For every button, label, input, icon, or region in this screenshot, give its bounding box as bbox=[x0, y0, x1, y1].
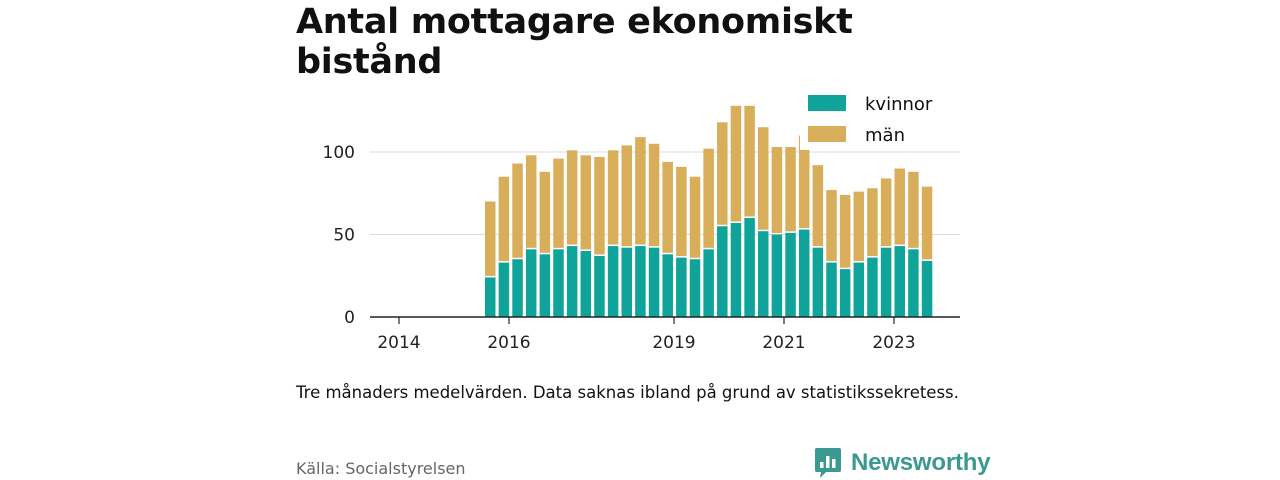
bar-kvinnor bbox=[894, 246, 905, 317]
bar-man bbox=[607, 150, 619, 245]
bar-kvinnor bbox=[553, 249, 564, 317]
bar-man bbox=[812, 165, 824, 247]
brand-name: Newsworthy bbox=[851, 449, 991, 476]
bar-kvinnor bbox=[880, 247, 892, 317]
bar-man bbox=[648, 143, 660, 247]
bar-kvinnor bbox=[594, 255, 605, 317]
bar-kvinnor bbox=[485, 277, 496, 317]
x-tick-label: 2023 bbox=[872, 333, 915, 353]
bar-man bbox=[703, 148, 714, 248]
bar-kvinnor bbox=[758, 231, 769, 317]
legend-swatch-man bbox=[808, 126, 846, 142]
legend-swatch-kvinnor bbox=[808, 95, 846, 111]
bar-man bbox=[798, 135, 810, 229]
bar-kvinnor bbox=[607, 246, 619, 317]
bar-man bbox=[594, 156, 605, 255]
x-tick-label: 2016 bbox=[487, 333, 530, 353]
bar-man bbox=[525, 155, 537, 248]
bar-man bbox=[771, 147, 783, 233]
bar-kvinnor bbox=[798, 229, 810, 317]
y-tick-label: 100 bbox=[323, 143, 355, 163]
bar-man bbox=[689, 176, 701, 258]
bar-man bbox=[785, 147, 796, 232]
legend-label: män bbox=[865, 125, 905, 146]
bar-kvinnor bbox=[662, 254, 673, 317]
bar-kvinnor bbox=[867, 257, 878, 317]
x-axis-ticks: 2014 2016 2019 2021 2023 bbox=[377, 317, 916, 353]
bar-man bbox=[485, 201, 496, 276]
bar-man bbox=[867, 188, 878, 257]
bar-man bbox=[853, 191, 865, 262]
bar-kvinnor bbox=[853, 262, 865, 317]
x-tick-label: 2019 bbox=[652, 333, 695, 353]
bar-man bbox=[539, 171, 551, 253]
bar-kvinnor bbox=[839, 269, 851, 317]
bar-stacks bbox=[485, 105, 933, 317]
bar-kvinnor bbox=[785, 232, 796, 317]
bar-chart-icon bbox=[815, 448, 841, 478]
bar-kvinnor bbox=[525, 249, 537, 317]
bar-man bbox=[758, 127, 769, 230]
legend-label: kvinnor bbox=[865, 94, 933, 115]
bar-kvinnor bbox=[621, 247, 632, 317]
bar-kvinnor bbox=[566, 246, 578, 317]
bar-kvinnor bbox=[908, 249, 919, 317]
bar-man bbox=[717, 122, 728, 225]
newsworthy-logo: Newsworthy bbox=[814, 446, 991, 480]
bar-man bbox=[498, 176, 510, 262]
bar-man bbox=[908, 171, 919, 248]
bar-man bbox=[580, 155, 592, 250]
bar-man bbox=[621, 145, 632, 247]
bar-man bbox=[662, 161, 673, 253]
bar-kvinnor bbox=[744, 218, 755, 317]
bar-man bbox=[744, 105, 755, 217]
bar-kvinnor bbox=[826, 262, 837, 317]
bar-man bbox=[553, 158, 564, 248]
bar-man bbox=[635, 137, 646, 245]
bar-kvinnor bbox=[812, 247, 824, 317]
bar-kvinnor bbox=[539, 254, 551, 317]
legend: kvinnor män bbox=[800, 88, 950, 150]
bar-kvinnor bbox=[512, 259, 523, 317]
bar-kvinnor bbox=[689, 259, 701, 317]
bar-kvinnor bbox=[635, 246, 646, 317]
bar-kvinnor bbox=[921, 260, 933, 317]
bar-man bbox=[839, 194, 851, 268]
bar-kvinnor bbox=[580, 251, 592, 317]
bar-kvinnor bbox=[498, 262, 510, 317]
y-tick-label: 50 bbox=[333, 226, 355, 246]
bar-kvinnor bbox=[771, 234, 783, 317]
chart-plot: 0 50 100 2014 2016 2019 2021 2023 kvinnor män bbox=[322, 88, 960, 353]
bar-man bbox=[921, 186, 933, 260]
bar-man bbox=[730, 105, 742, 222]
bar-kvinnor bbox=[648, 247, 660, 317]
bar-man bbox=[826, 189, 837, 262]
bar-man bbox=[676, 166, 687, 257]
bar-man bbox=[894, 168, 905, 245]
y-axis-ticks: 0 50 100 bbox=[323, 143, 355, 328]
bar-kvinnor bbox=[676, 257, 687, 317]
x-tick-label: 2014 bbox=[377, 333, 420, 353]
source-credit: Källa: Socialstyrelsen bbox=[296, 459, 466, 478]
bar-kvinnor bbox=[703, 249, 714, 317]
chart-title: Antal mottagare ekonomiskt bistånd bbox=[296, 2, 853, 82]
x-tick-label: 2021 bbox=[762, 333, 805, 353]
bar-man bbox=[880, 178, 892, 247]
bar-man bbox=[566, 150, 578, 245]
bar-kvinnor bbox=[730, 222, 742, 317]
bar-man bbox=[512, 163, 523, 258]
chart-note: Tre månaders medelvärden. Data saknas ib… bbox=[296, 383, 959, 402]
bar-kvinnor bbox=[717, 226, 728, 317]
y-tick-label: 0 bbox=[344, 308, 355, 328]
